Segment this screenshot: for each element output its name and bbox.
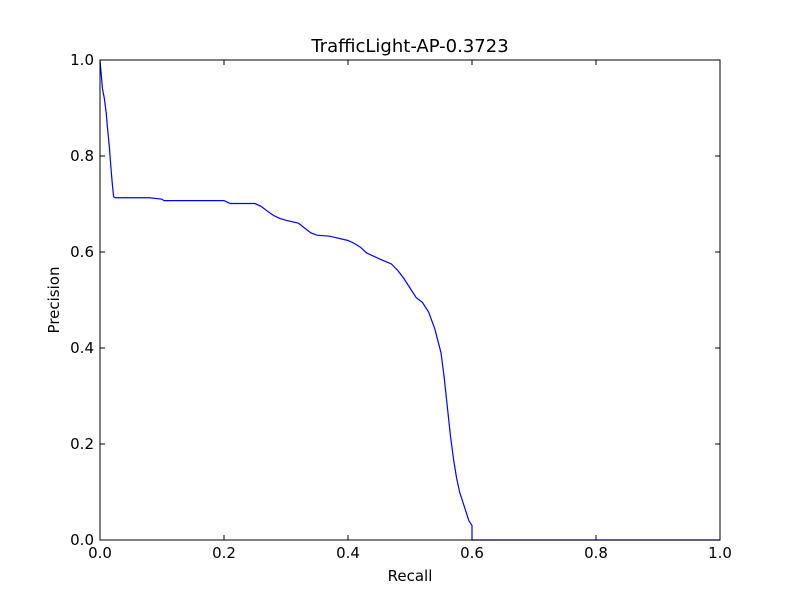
- precision-recall-line: [99, 59, 720, 541]
- x-tick-label: 0.0: [88, 544, 112, 562]
- x-tick-label: 0.4: [336, 544, 360, 562]
- y-tick-label: 0.0: [70, 531, 94, 549]
- x-tick-label: 1.0: [708, 544, 732, 562]
- y-tick-label: 0.2: [70, 435, 94, 453]
- x-tick-label: 0.6: [460, 544, 484, 562]
- y-tick-label: 1.0: [70, 51, 94, 69]
- plot-frame: [99, 59, 721, 541]
- x-axis-label: Recall: [388, 567, 433, 585]
- y-tick-label: 0.4: [70, 339, 94, 357]
- series-layer: [99, 59, 720, 541]
- x-tick-label: 0.8: [584, 544, 608, 562]
- chart-title: TrafficLight-AP-0.3723: [310, 36, 508, 57]
- y-tick-label: 0.8: [70, 147, 94, 165]
- y-tick-label: 0.6: [70, 243, 94, 261]
- y-axis-label: Precision: [45, 267, 63, 334]
- x-tick-label: 0.2: [212, 544, 236, 562]
